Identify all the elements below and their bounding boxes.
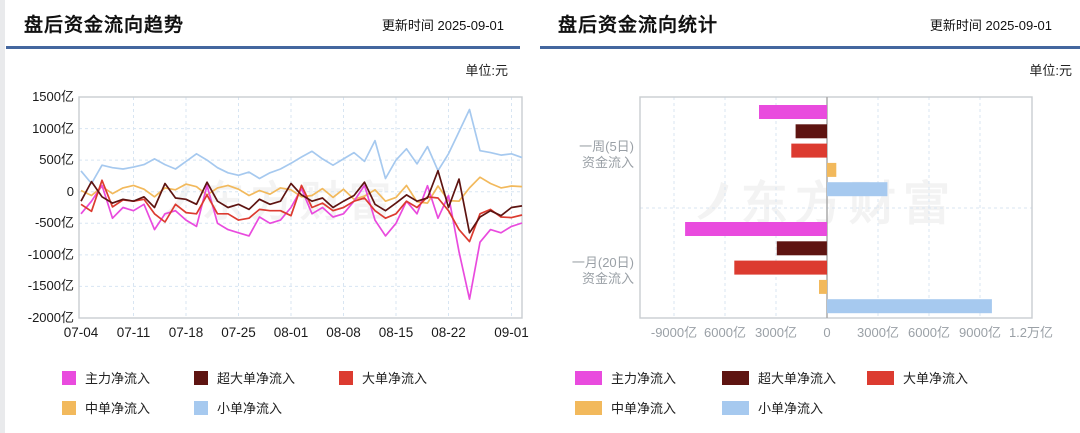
legend-label: 主力净流入 xyxy=(85,371,151,386)
legend-label: 大单净流入 xyxy=(362,371,428,386)
legend-swatch xyxy=(194,400,208,415)
legend-label: 超大单净流入 xyxy=(217,371,296,386)
trend-panel: 盘后资金流向趋势 更新时间 2025-09-01 单位:元 东方财富 1500亿… xyxy=(6,0,529,433)
legend-swatch xyxy=(194,370,208,385)
legend-item-main[interactable]: 主力净流入 xyxy=(62,368,150,387)
stats-unit-label: 单位:元 xyxy=(1029,63,1072,78)
x-axis-label: -9000亿 xyxy=(650,325,698,340)
legend-label: 小单净流入 xyxy=(217,401,283,416)
y-axis-label: -2000亿 xyxy=(27,310,74,325)
series-line xyxy=(80,176,523,204)
category-label: 一月(20日) 资金流入 xyxy=(571,255,634,286)
trend-unit-label: 单位:元 xyxy=(465,63,508,78)
bar xyxy=(776,241,827,256)
legend-label: 中单净流入 xyxy=(85,401,151,416)
x-axis-label: 3000亿 xyxy=(755,325,797,340)
legend-swatch xyxy=(575,400,602,415)
legend-item-large[interactable]: 大单净流入 xyxy=(339,368,427,387)
x-axis-label: 08-08 xyxy=(326,325,361,340)
trend-divider xyxy=(6,46,520,49)
x-axis-label: 08-22 xyxy=(431,325,466,340)
legend-item-main[interactable]: 主力净流入 xyxy=(575,368,676,387)
bar xyxy=(734,260,827,275)
plot-frame xyxy=(78,96,523,319)
x-axis-label: 1.2万亿 xyxy=(1008,325,1054,340)
bar xyxy=(685,222,827,236)
legend-swatch xyxy=(62,400,76,415)
x-axis-label: 07-18 xyxy=(168,325,204,340)
legend-swatch xyxy=(575,370,602,385)
bar xyxy=(759,105,827,119)
series-line xyxy=(80,169,523,234)
x-axis-label: 6000亿 xyxy=(704,325,746,340)
x-axis-label: 08-15 xyxy=(378,325,414,340)
legend-swatch xyxy=(722,370,749,385)
legend-label: 主力净流入 xyxy=(611,371,677,386)
legend-label: 中单净流入 xyxy=(611,401,677,416)
x-axis-label: 0 xyxy=(823,325,831,340)
x-axis-label: 07-25 xyxy=(221,325,256,340)
stats-panel: 盘后资金流向统计 更新时间 2025-09-01 单位:元 东方财富 一周(5日… xyxy=(540,0,1080,433)
x-axis-label: 07-11 xyxy=(116,325,151,340)
stats-update-time: 更新时间 2025-09-01 xyxy=(929,18,1052,33)
y-axis-label: 1500亿 xyxy=(32,89,74,104)
page-edge-strip xyxy=(0,0,5,433)
legend-label: 大单净流入 xyxy=(903,371,969,386)
legend-swatch xyxy=(722,400,749,415)
series-line xyxy=(80,184,523,300)
bar xyxy=(827,182,888,197)
bar xyxy=(827,299,992,314)
legend-swatch xyxy=(867,370,894,385)
y-axis-label: -500亿 xyxy=(34,215,74,231)
x-axis-label: 08-01 xyxy=(273,325,309,340)
legend-item-super_large[interactable]: 超大单净流入 xyxy=(722,368,836,387)
plot-frame xyxy=(639,96,1033,319)
y-axis-label: 0 xyxy=(66,183,74,199)
trend-panel-title: 盘后资金流向趋势 xyxy=(24,15,185,36)
y-axis-label: -1000亿 xyxy=(27,246,74,262)
legend-item-small[interactable]: 小单净流入 xyxy=(722,398,823,417)
y-axis-label: 500亿 xyxy=(39,152,74,168)
x-axis-label: 09-01 xyxy=(494,325,529,340)
bar xyxy=(795,124,827,139)
y-axis-label: 1000亿 xyxy=(32,120,74,136)
legend-item-super_large[interactable]: 超大单净流入 xyxy=(194,368,295,387)
stats-divider xyxy=(540,46,1080,49)
legend-item-large[interactable]: 大单净流入 xyxy=(867,368,968,387)
x-axis-label: 9000亿 xyxy=(959,325,1001,340)
stats-chart xyxy=(639,96,1033,319)
x-axis-label: 07-04 xyxy=(63,325,99,340)
legend-swatch xyxy=(62,370,76,385)
legend-item-medium[interactable]: 中单净流入 xyxy=(575,398,676,417)
series-line xyxy=(80,179,523,243)
bar xyxy=(791,143,827,158)
legend-label: 小单净流入 xyxy=(758,401,824,416)
legend-item-medium[interactable]: 中单净流入 xyxy=(62,398,150,417)
bar xyxy=(819,279,827,294)
trend-chart xyxy=(78,96,523,319)
trend-update-time: 更新时间 2025-09-01 xyxy=(381,18,504,33)
legend-item-small[interactable]: 小单净流入 xyxy=(194,398,282,417)
x-axis-label: 3000亿 xyxy=(857,325,899,340)
legend-swatch xyxy=(339,370,353,385)
bar xyxy=(827,162,837,177)
x-axis-label: 6000亿 xyxy=(908,325,950,340)
y-axis-label: -1500亿 xyxy=(27,278,74,294)
category-label: 一周(5日) 资金流入 xyxy=(579,139,634,170)
stats-panel-title: 盘后资金流向统计 xyxy=(558,15,719,36)
series-line xyxy=(80,108,523,185)
legend-label: 超大单净流入 xyxy=(758,371,837,386)
